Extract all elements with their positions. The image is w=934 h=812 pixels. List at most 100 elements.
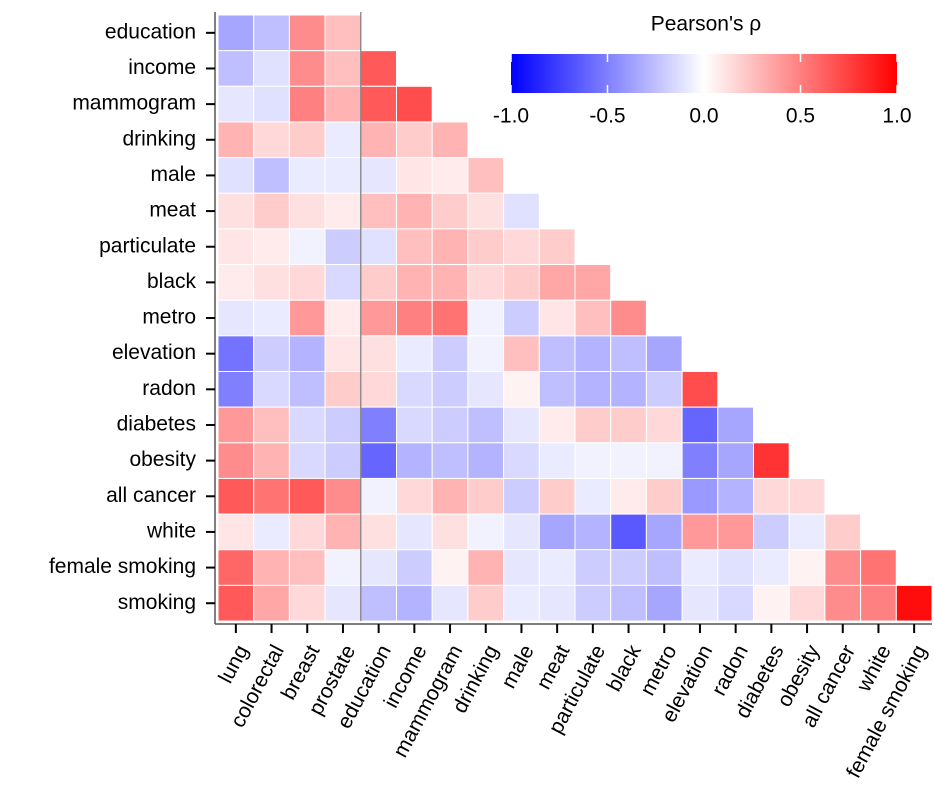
heatmap-cell <box>431 121 469 159</box>
x-tick-label: male <box>497 641 539 692</box>
colorbar-tick-label: 1.0 <box>882 105 911 128</box>
heatmap-cell <box>467 477 505 515</box>
heatmap-cell <box>431 371 469 408</box>
heatmap-cell <box>538 371 576 408</box>
heatmap-cell <box>360 477 397 515</box>
heatmap-cell <box>538 264 576 301</box>
heatmap-cell <box>396 584 433 622</box>
heatmap-cell <box>574 584 612 622</box>
heatmap-cell <box>253 406 290 444</box>
heatmap-cell <box>288 584 326 622</box>
y-tick-label: male <box>150 163 196 186</box>
heatmap-cell <box>538 228 576 266</box>
heatmap-cell <box>253 442 290 479</box>
heatmap-cell <box>360 50 397 87</box>
heatmap-cell <box>324 121 362 159</box>
heatmap-cell <box>431 228 469 266</box>
heatmap-cell <box>753 442 790 479</box>
heatmap-cell <box>788 477 826 515</box>
heatmap-cell <box>467 228 505 266</box>
heatmap-cell <box>253 50 290 87</box>
heatmap-cell <box>574 442 612 479</box>
colorbar-tick-label: -0.5 <box>589 105 625 128</box>
heatmap-cell <box>467 299 505 337</box>
heatmap-cell <box>324 549 362 586</box>
heatmap-cell <box>681 584 719 622</box>
heatmap-cell <box>753 477 790 515</box>
heatmap-cell <box>538 477 576 515</box>
heatmap-cell <box>253 371 290 408</box>
heatmap-cell <box>824 549 862 586</box>
heatmap-cell <box>610 549 647 586</box>
heatmap-cell <box>396 192 433 230</box>
heatmap-cell <box>431 335 469 373</box>
heatmap-cell <box>431 157 469 194</box>
y-tick-label: female smoking <box>49 555 196 578</box>
heatmap-cell <box>360 584 397 622</box>
heatmap-cell <box>610 442 647 479</box>
heatmap-cell <box>288 513 326 551</box>
heatmap-cell <box>431 584 469 622</box>
heatmap-cell <box>324 228 362 266</box>
heatmap-cell <box>431 299 469 337</box>
heatmap-cell <box>288 121 326 159</box>
heatmap-cell <box>681 549 719 586</box>
heatmap-cell <box>396 228 433 266</box>
heatmap-cell <box>360 549 397 586</box>
heatmap-cell <box>753 584 790 622</box>
heatmap-cell <box>360 335 397 373</box>
heatmap-cell <box>396 549 433 586</box>
heatmap-cell <box>574 371 612 408</box>
heatmap-cell <box>396 335 433 373</box>
heatmap-cell <box>288 85 326 123</box>
heatmap-cell <box>324 192 362 230</box>
heatmap-cell <box>396 406 433 444</box>
heatmap-cell <box>253 14 290 52</box>
heatmap-cell <box>717 584 754 622</box>
heatmap-cell <box>503 406 540 444</box>
heatmap-cell <box>610 513 647 551</box>
y-tick-label: elevation <box>112 341 196 364</box>
heatmap-cell <box>717 513 754 551</box>
heatmap-cell <box>717 442 754 479</box>
heatmap-cell <box>217 584 255 622</box>
heatmap-cell <box>467 157 505 194</box>
heatmap-cell <box>431 513 469 551</box>
heatmap-cell <box>396 121 433 159</box>
colorbar-tick-label: 0.5 <box>786 105 815 128</box>
colorbar-tick-label: -1.0 <box>493 105 529 128</box>
y-tick-label: meat <box>149 199 196 222</box>
heatmap-cell <box>360 85 397 123</box>
y-tick-label: all cancer <box>106 484 196 507</box>
heatmap-cell <box>360 228 397 266</box>
heatmap-cell <box>645 513 683 551</box>
heatmap-cell <box>681 371 719 408</box>
heatmap-cell <box>253 157 290 194</box>
heatmap-cell <box>253 192 290 230</box>
heatmap-cell <box>288 549 326 586</box>
heatmap-cell <box>288 299 326 337</box>
heatmap-cell <box>324 371 362 408</box>
heatmap-cell <box>217 157 255 194</box>
heatmap-cell <box>467 584 505 622</box>
heatmap-cell <box>360 442 397 479</box>
heatmap-cell <box>324 50 362 87</box>
heatmap-cell <box>217 85 255 123</box>
y-tick-label: diabetes <box>117 413 196 436</box>
heatmap-cell <box>503 228 540 266</box>
heatmap-cell <box>396 299 433 337</box>
heatmap-cell <box>360 121 397 159</box>
heatmap-cell <box>217 406 255 444</box>
heatmap-cell <box>360 157 397 194</box>
heatmap-cell <box>253 549 290 586</box>
heatmap-cell <box>396 513 433 551</box>
heatmap-cell <box>574 477 612 515</box>
heatmap-cell <box>217 121 255 159</box>
heatmap-cell <box>253 264 290 301</box>
heatmap-cell <box>467 406 505 444</box>
heatmap-cell <box>431 549 469 586</box>
heatmap-cell <box>503 371 540 408</box>
heatmap-cell <box>574 549 612 586</box>
heatmap-cell <box>467 192 505 230</box>
